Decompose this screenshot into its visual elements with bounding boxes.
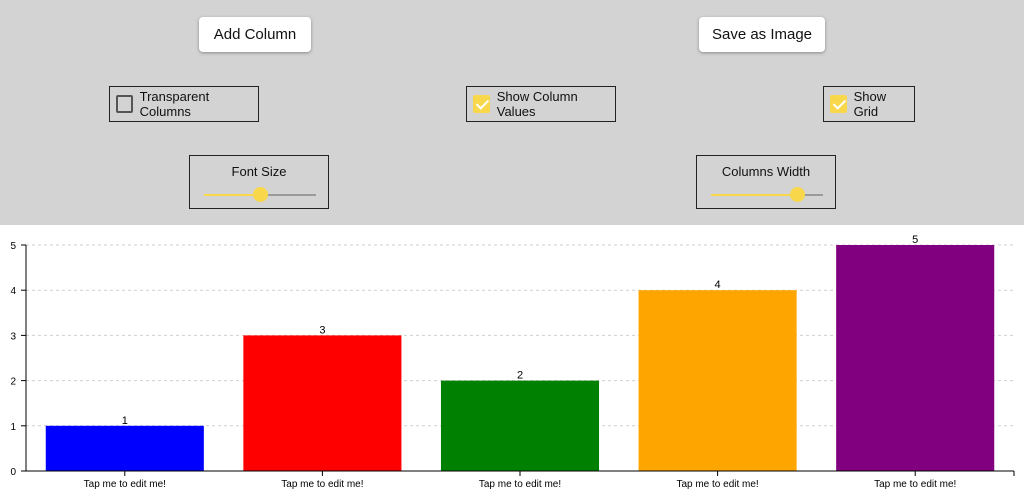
bar <box>836 245 995 471</box>
controls-panel: Add Column Save as Image Transparent Col… <box>0 0 1024 225</box>
show-grid-checkbox[interactable]: Show Grid <box>823 86 915 122</box>
checkbox-icon[interactable] <box>830 95 847 113</box>
x-tick-label[interactable]: Tap me to edit me! <box>874 479 956 490</box>
checkbox-icon[interactable] <box>473 95 490 113</box>
add-column-button[interactable]: Add Column <box>199 17 311 52</box>
y-tick-label: 3 <box>10 331 16 342</box>
transparent-columns-checkbox[interactable]: Transparent Columns <box>109 86 259 122</box>
checkbox-icon[interactable] <box>116 95 133 113</box>
columns-width-control: Columns Width <box>696 155 836 209</box>
x-tick-label[interactable]: Tap me to edit me! <box>84 479 166 490</box>
bar <box>440 380 600 471</box>
y-tick-label: 0 <box>10 467 16 478</box>
show-grid-label: Show Grid <box>853 89 887 119</box>
x-tick-label[interactable]: Tap me to edit me! <box>479 479 561 490</box>
transparent-columns-label: Transparent Columns <box>139 89 210 119</box>
y-tick-label: 4 <box>10 286 16 297</box>
columns-width-slider[interactable] <box>711 187 823 202</box>
font-size-control: Font Size <box>189 155 329 209</box>
bar-value-label: 2 <box>517 370 523 382</box>
x-tick-label[interactable]: Tap me to edit me! <box>281 479 363 490</box>
slider-thumb[interactable] <box>253 187 268 202</box>
y-tick-label: 5 <box>10 241 16 252</box>
columns-width-label: Columns Width <box>721 164 811 179</box>
slider-thumb[interactable] <box>790 187 806 202</box>
font-size-slider[interactable] <box>204 187 316 202</box>
bar <box>638 290 797 471</box>
bar-value-label: 3 <box>319 324 325 336</box>
slider-fill <box>204 194 260 196</box>
bar-chart: 0 1 2 3 4 5 1 Tap me to edit me! 3 Tap me to edit… <box>10 234 1015 490</box>
save-as-image-button[interactable]: Save as Image <box>699 17 825 52</box>
show-column-values-label: Show Column Values <box>496 89 578 119</box>
bar <box>45 425 204 471</box>
y-tick-label: 2 <box>10 377 16 388</box>
bar <box>243 335 402 471</box>
font-size-label: Font Size <box>231 164 287 179</box>
slider-fill <box>711 194 798 196</box>
bar-value-label: 5 <box>912 234 918 246</box>
x-tick-label[interactable]: Tap me to edit me! <box>676 479 758 490</box>
bar-value-label: 4 <box>715 279 721 291</box>
bar-value-label: 1 <box>122 415 128 427</box>
show-column-values-checkbox[interactable]: Show Column Values <box>466 86 616 122</box>
y-tick-label: 1 <box>10 422 16 433</box>
